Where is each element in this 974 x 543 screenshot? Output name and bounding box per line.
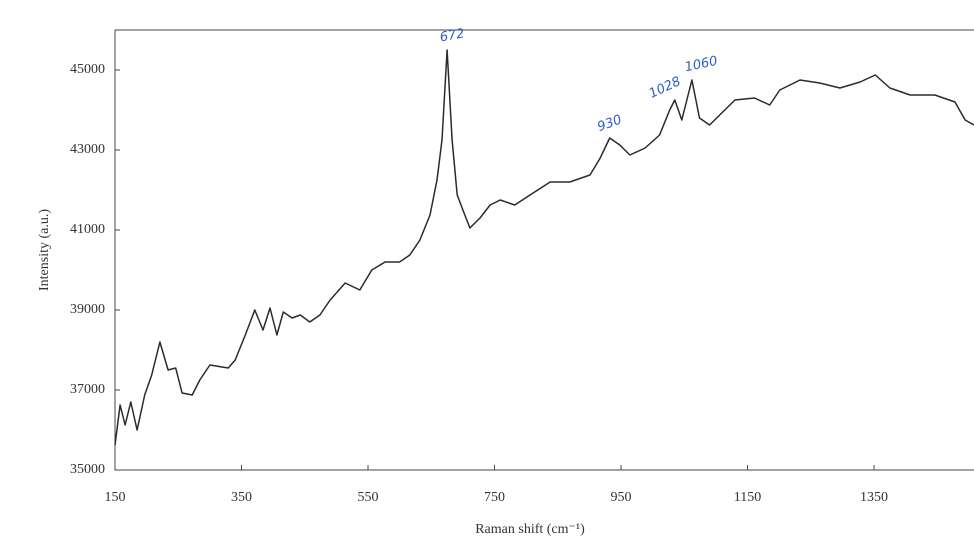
x-tick-label: 350: [231, 490, 252, 505]
x-tick-label: 1350: [860, 490, 888, 505]
y-tick-label: 39000: [70, 302, 105, 317]
y-axis-label: Intensity (a.u.): [37, 209, 52, 291]
y-tick-label: 41000: [70, 222, 105, 237]
y-tick-label: 45000: [70, 62, 105, 77]
x-tick-label: 150: [105, 490, 126, 505]
x-axis-label: Raman shift (cm⁻¹): [475, 522, 585, 537]
plot-frame: [114, 29, 974, 471]
spectrum-line: [114, 49, 974, 446]
y-tick-label: 35000: [70, 462, 105, 477]
x-tick-label: 1150: [734, 490, 761, 505]
handwritten-annotation: 1060: [683, 54, 718, 76]
x-tick-label: 550: [358, 490, 379, 505]
x-tick-label: 750: [484, 490, 505, 505]
y-tick-label: 43000: [70, 142, 105, 157]
y-tick-label: 37000: [70, 382, 105, 397]
x-tick-label: 950: [611, 490, 632, 505]
handwritten-annotation: 672: [439, 26, 466, 45]
